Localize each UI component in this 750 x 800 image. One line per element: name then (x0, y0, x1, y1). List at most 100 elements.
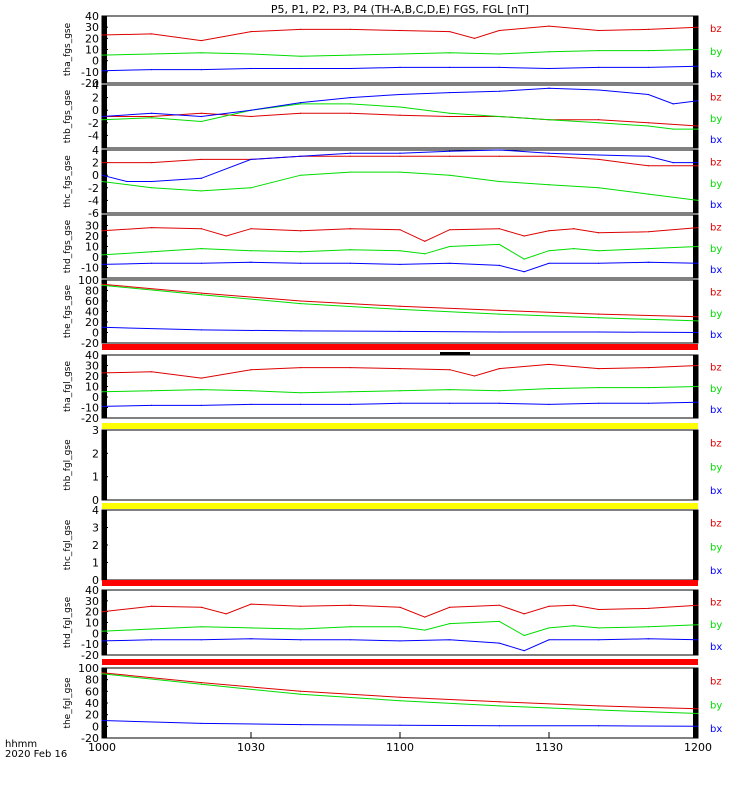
series-by-point (424, 253, 426, 255)
y-tick-label: -2 (88, 182, 99, 195)
series-bx-point (598, 154, 600, 156)
series-bz-point (424, 240, 426, 242)
series-bz-point (598, 313, 600, 315)
legend-bz: bz (710, 24, 722, 35)
separator-bar (102, 503, 698, 509)
series-bx-point (697, 162, 699, 164)
y-tick-label: 30 (85, 595, 99, 608)
series-bx-point (300, 403, 302, 405)
legend-bx: bx (710, 486, 722, 497)
legend-bx: bx (710, 200, 722, 211)
series-by-point (300, 103, 302, 105)
y-axis-label: tha_fgs_gse (63, 22, 73, 76)
series-by-point (250, 250, 252, 252)
series-bx-point (349, 97, 351, 99)
series-bx-point (399, 263, 401, 265)
series-bx-point (449, 91, 451, 94)
y-tick-label: -10 (81, 638, 99, 651)
series-by-point (151, 187, 153, 189)
series-bz-point (424, 616, 426, 618)
series-by-point (598, 50, 600, 52)
y-axis-label: thb_fgl_gse (63, 439, 73, 491)
y-tick-label: 10 (85, 617, 99, 630)
series-by-point (300, 55, 302, 57)
panel-left-edge (102, 430, 107, 500)
series-bx-point (151, 69, 153, 71)
series-bz-point (349, 604, 351, 606)
series-bx-point (697, 401, 699, 403)
series-by-point (101, 284, 103, 286)
series-by-line (101, 284, 699, 322)
series-bz-point (498, 701, 500, 703)
series-bx-point (697, 262, 699, 264)
series-bx-point (399, 724, 401, 726)
legend-by: by (710, 114, 722, 125)
series-by-point (349, 103, 351, 105)
series-by-point (523, 258, 525, 260)
series-bz-line (101, 283, 699, 318)
series-bx-line (101, 87, 699, 118)
legend-bz: bz (710, 157, 722, 168)
series-bx-point (647, 638, 649, 640)
legend-by: by (710, 700, 722, 711)
series-by-point (250, 390, 252, 392)
series-bx-point (349, 152, 351, 154)
series-bz-point (647, 367, 649, 369)
series-bz-point (647, 165, 649, 167)
series-bz-point (647, 607, 649, 610)
series-bx-point (399, 330, 401, 333)
series-bx-point (399, 93, 401, 96)
series-by-point (399, 626, 401, 628)
series-by-point (449, 389, 451, 391)
series-bx-line (101, 149, 698, 182)
panel-frame (101, 354, 699, 419)
series-bx-point (697, 725, 699, 727)
legend-bz: bz (710, 439, 722, 450)
y-tick-label: 0 (92, 494, 99, 507)
y-tick-label: 60 (85, 295, 99, 308)
series-by-point (449, 174, 451, 176)
series-bx-point (548, 87, 550, 89)
series-by-point (598, 317, 600, 319)
y-tick-label: 20 (85, 32, 99, 45)
series-bz-point (200, 377, 202, 379)
series-by-point (598, 187, 600, 189)
y-tick-label: 3 (92, 424, 99, 437)
series-bz-point (548, 155, 550, 157)
y-tick-label: 20 (85, 316, 99, 329)
series-bz-point (697, 364, 699, 367)
series-by-point (647, 50, 649, 52)
series-bz-line (101, 25, 699, 42)
series-bz-point (399, 155, 401, 157)
series-bz-point (598, 232, 600, 234)
y-tick-label: 2 (92, 92, 99, 105)
series-by-point (349, 391, 351, 393)
series-bx-point (672, 162, 674, 164)
series-bz-point (300, 300, 302, 302)
series-bx-point (250, 67, 252, 70)
series-bx-point (598, 402, 600, 404)
series-bz-point (101, 672, 103, 674)
series-bz-point (697, 604, 699, 606)
panel-right-edge (693, 668, 698, 738)
legend-bz: bz (710, 222, 722, 233)
series-bz-point (647, 28, 649, 30)
y-axis-label: thc_fgs_gse (63, 155, 73, 208)
series-bz-point (200, 606, 202, 608)
series-by-line (101, 673, 699, 714)
series-bz-point (250, 369, 252, 371)
panel-frame (101, 509, 699, 581)
series-bx-point (697, 639, 699, 641)
series-by-point (647, 626, 649, 628)
series-bz-point (598, 29, 600, 32)
series-by-point (598, 709, 600, 711)
series-bz-point (449, 369, 451, 371)
series-by-point (200, 626, 202, 628)
series-bz-point (101, 162, 103, 164)
y-tick-label: 1 (92, 471, 99, 484)
series-bx-point (498, 149, 500, 151)
series-bz-line (101, 672, 699, 710)
series-bx-point (449, 639, 451, 641)
y-tick-label: -2 (88, 117, 99, 130)
series-bz-point (349, 367, 351, 369)
